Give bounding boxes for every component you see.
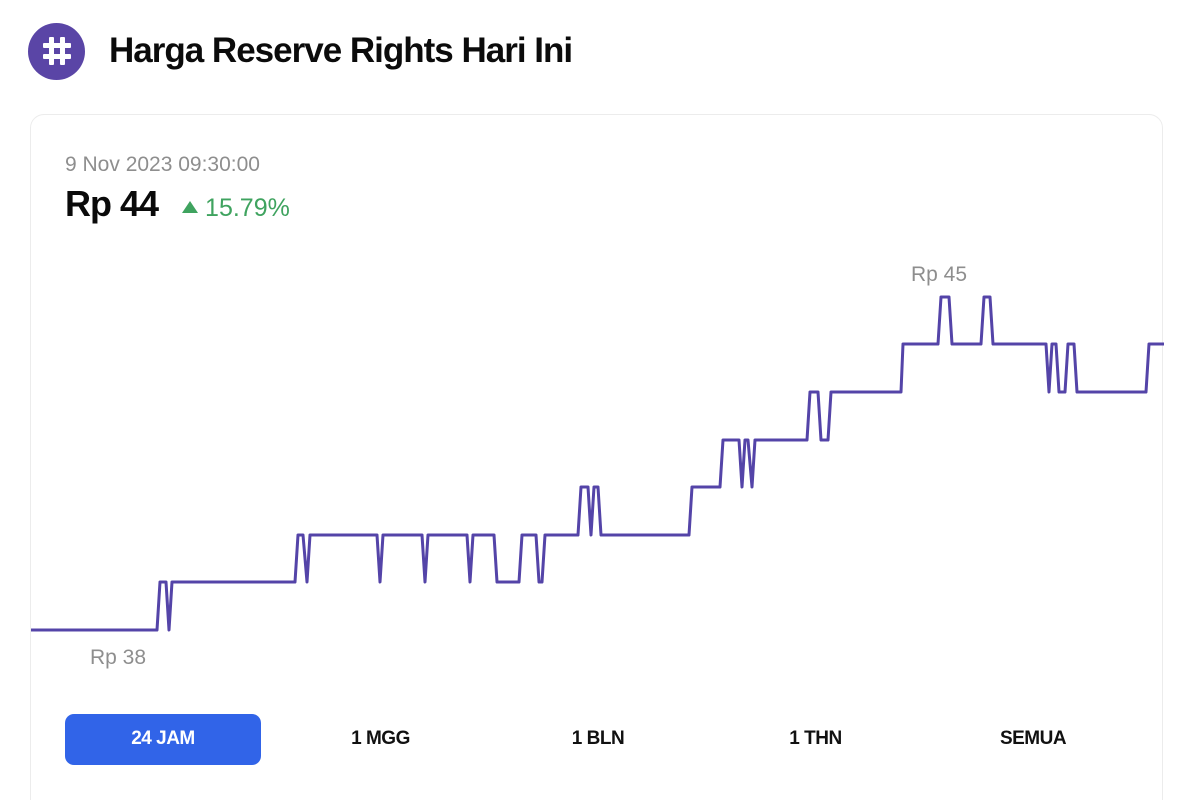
- reserve-rights-logo: [28, 22, 85, 80]
- price-chart-card: 9 Nov 2023 09:30:00 Rp 44 15.79% Rp 45 R…: [30, 114, 1164, 800]
- price-change-percent: 15.79%: [205, 194, 290, 222]
- chart-max-label: Rp 45: [911, 263, 968, 286]
- up-triangle-icon: [182, 201, 199, 213]
- current-price: Rp 44: [65, 183, 159, 224]
- range-tab-24-jam[interactable]: 24 JAM: [65, 713, 261, 765]
- hash-icon: [42, 37, 71, 65]
- range-tab-1-mgg[interactable]: 1 MGG: [283, 714, 479, 765]
- price-summary: Rp 44 15.79%: [65, 183, 290, 225]
- price-change: 15.79%: [182, 194, 290, 223]
- page-header: Harga Reserve Rights Hari Ini: [28, 22, 573, 80]
- price-timestamp: 9 Nov 2023 09:30:00: [65, 153, 260, 176]
- time-range-selector: 24 JAM 1 MGG 1 BLN 1 THN SEMUA: [65, 713, 1131, 765]
- page-title: Harga Reserve Rights Hari Ini: [109, 31, 573, 70]
- range-tab-1-bln[interactable]: 1 BLN: [500, 714, 696, 765]
- range-tab-semua[interactable]: SEMUA: [935, 714, 1131, 765]
- chart-min-label: Rp 38: [90, 646, 147, 669]
- price-line: [31, 295, 1164, 632]
- range-tab-1-thn[interactable]: 1 THN: [718, 714, 914, 765]
- price-line-chart[interactable]: [31, 115, 1164, 715]
